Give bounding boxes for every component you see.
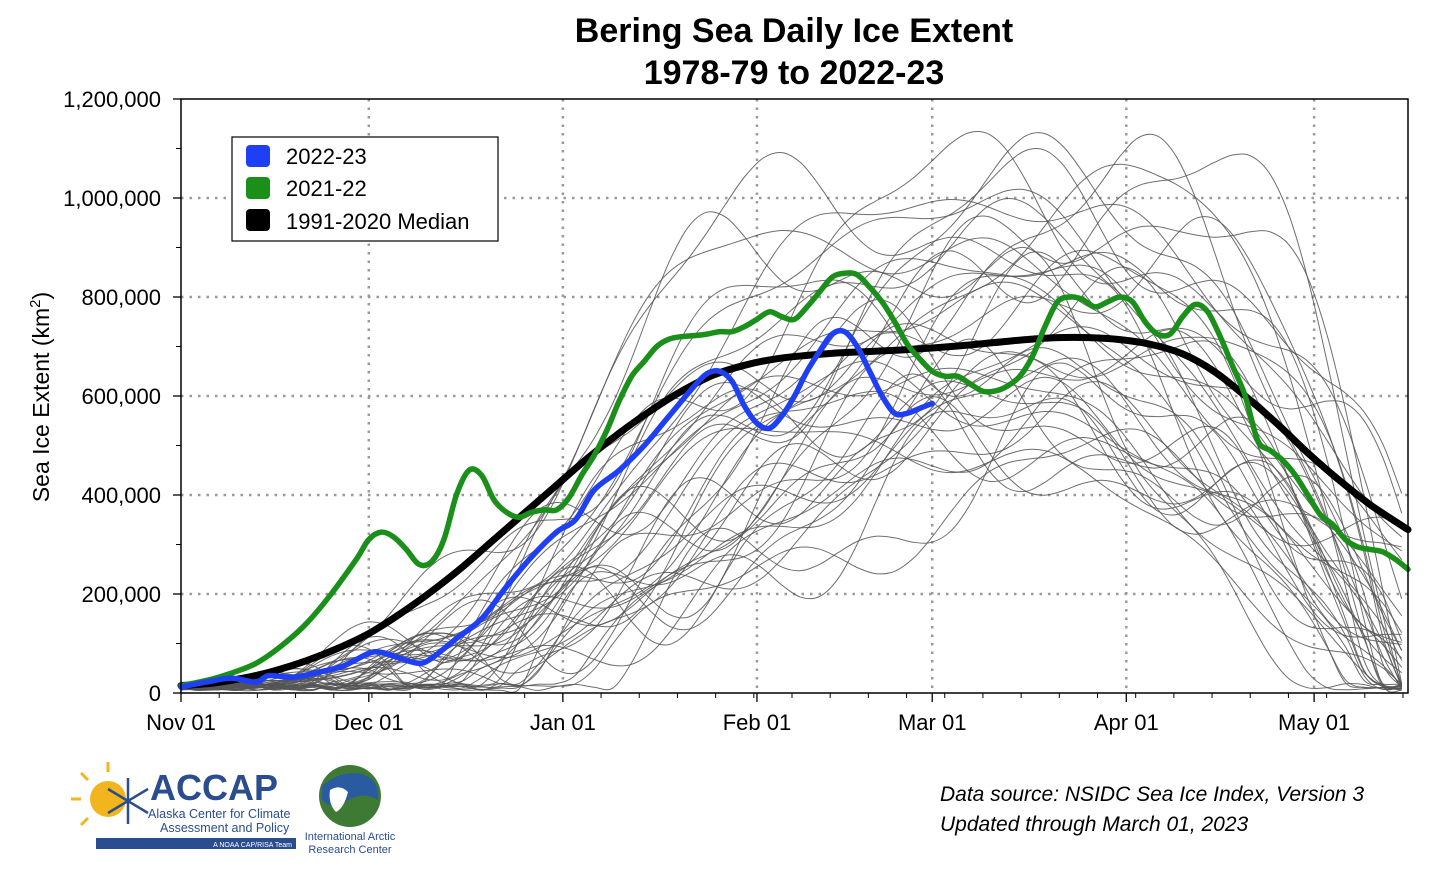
chart-title-line-1: Bering Sea Daily Ice Extent bbox=[575, 12, 1013, 50]
highlighted-series bbox=[177, 270, 1412, 690]
historical-year-line bbox=[180, 396, 1403, 691]
x-tick-label: Nov 01 bbox=[146, 710, 216, 735]
historical-year-line bbox=[180, 397, 1403, 693]
legend-label-median: 1991-2020 Median bbox=[286, 209, 469, 234]
updated-through-line: Updated through March 01, 2023 bbox=[940, 813, 1249, 836]
legend-swatch-median bbox=[246, 209, 270, 231]
historical-year-line bbox=[180, 373, 1402, 691]
x-tick-label: Apr 01 bbox=[1094, 710, 1159, 735]
y-axis-label-close: ) bbox=[28, 292, 54, 300]
historical-year-line bbox=[180, 340, 1402, 691]
historical-year-line bbox=[180, 376, 1402, 691]
historical-year-line bbox=[180, 362, 1403, 691]
series-line-1991-2020-median bbox=[177, 333, 1412, 690]
series-line-2022-23 bbox=[178, 327, 935, 690]
x-tick-label: May 01 bbox=[1278, 710, 1350, 735]
historical-year-line bbox=[180, 148, 1403, 691]
data-source-line: Data source: NSIDC Sea Ice Index, Versio… bbox=[940, 783, 1364, 806]
legend-swatch-2022-23 bbox=[246, 145, 270, 167]
y-tick-label: 800,000 bbox=[81, 285, 161, 310]
iarc-line-2: Research Center bbox=[308, 844, 391, 856]
historical-year-line bbox=[180, 151, 1402, 691]
historical-years-lines bbox=[180, 131, 1403, 693]
legend-box bbox=[231, 136, 499, 242]
x-axis-ticks: Nov 01 Dec 01 Jan 01 Feb 01 Mar 01 Apr 01 May … bbox=[146, 693, 1404, 735]
historical-year-line bbox=[180, 338, 1403, 691]
historical-year-line bbox=[180, 299, 1403, 691]
iarc-logo: International Arctic Research Center bbox=[305, 765, 396, 856]
historical-year-line bbox=[180, 266, 1402, 691]
historical-year-line bbox=[180, 163, 1402, 691]
legend-label-2021-22: 2021-22 bbox=[286, 176, 367, 201]
accap-line-1: Alaska Center for Climate bbox=[148, 807, 290, 821]
historical-year-line bbox=[180, 336, 1403, 691]
chart-title-line-2: 1978-79 to 2022-23 bbox=[644, 54, 945, 92]
legend-swatch-2021-22 bbox=[246, 177, 270, 199]
y-axis-label: Sea Ice Extent (km2) bbox=[27, 292, 54, 502]
historical-year-line bbox=[180, 251, 1403, 690]
iarc-ice-shape bbox=[329, 787, 348, 812]
y-axis-label-superscript: 2 bbox=[27, 300, 44, 308]
y-tick-label: 200,000 bbox=[81, 582, 161, 607]
x-tick-label: Feb 01 bbox=[723, 710, 792, 735]
accap-tag-bar bbox=[96, 838, 296, 849]
historical-year-line bbox=[180, 215, 1403, 691]
y-tick-label: 1,200,000 bbox=[63, 87, 161, 112]
x-tick-label: Jan 01 bbox=[530, 710, 596, 735]
historical-year-line bbox=[180, 198, 1403, 691]
y-tick-label: 400,000 bbox=[81, 483, 161, 508]
historical-year-line bbox=[180, 326, 1403, 691]
legend: 2022-23 2021-22 1991-2020 Median bbox=[231, 136, 499, 242]
accap-name: ACCAP bbox=[150, 767, 278, 808]
accap-snowflake-icon bbox=[107, 778, 149, 824]
historical-year-line bbox=[180, 131, 1403, 690]
y-tick-label: 0 bbox=[149, 681, 161, 706]
accap-line-2: Assessment and Policy bbox=[160, 821, 290, 835]
x-tick-label: Dec 01 bbox=[334, 710, 404, 735]
y-axis-label-text: Sea Ice Extent (km bbox=[28, 308, 54, 502]
accap-logo: ACCAP Alaska Center for Climate Assessme… bbox=[71, 762, 296, 849]
accap-sun-rays-icon bbox=[71, 762, 110, 827]
historical-year-line bbox=[180, 427, 1403, 691]
iarc-line-1: International Arctic bbox=[305, 831, 396, 843]
y-axis-ticks: 0 200,000 400,000 600,000 800,000 1,000,000 1,… bbox=[63, 87, 181, 706]
accap-tag: A NOAA CAP/RISA Team bbox=[213, 842, 292, 849]
series-line-2021-22 bbox=[178, 270, 1411, 689]
historical-year-line bbox=[180, 357, 1403, 688]
y-tick-label: 600,000 bbox=[81, 384, 161, 409]
legend-label-2022-23: 2022-23 bbox=[286, 144, 367, 169]
x-tick-label: Mar 01 bbox=[898, 710, 966, 735]
y-tick-label: 1,000,000 bbox=[63, 186, 161, 211]
